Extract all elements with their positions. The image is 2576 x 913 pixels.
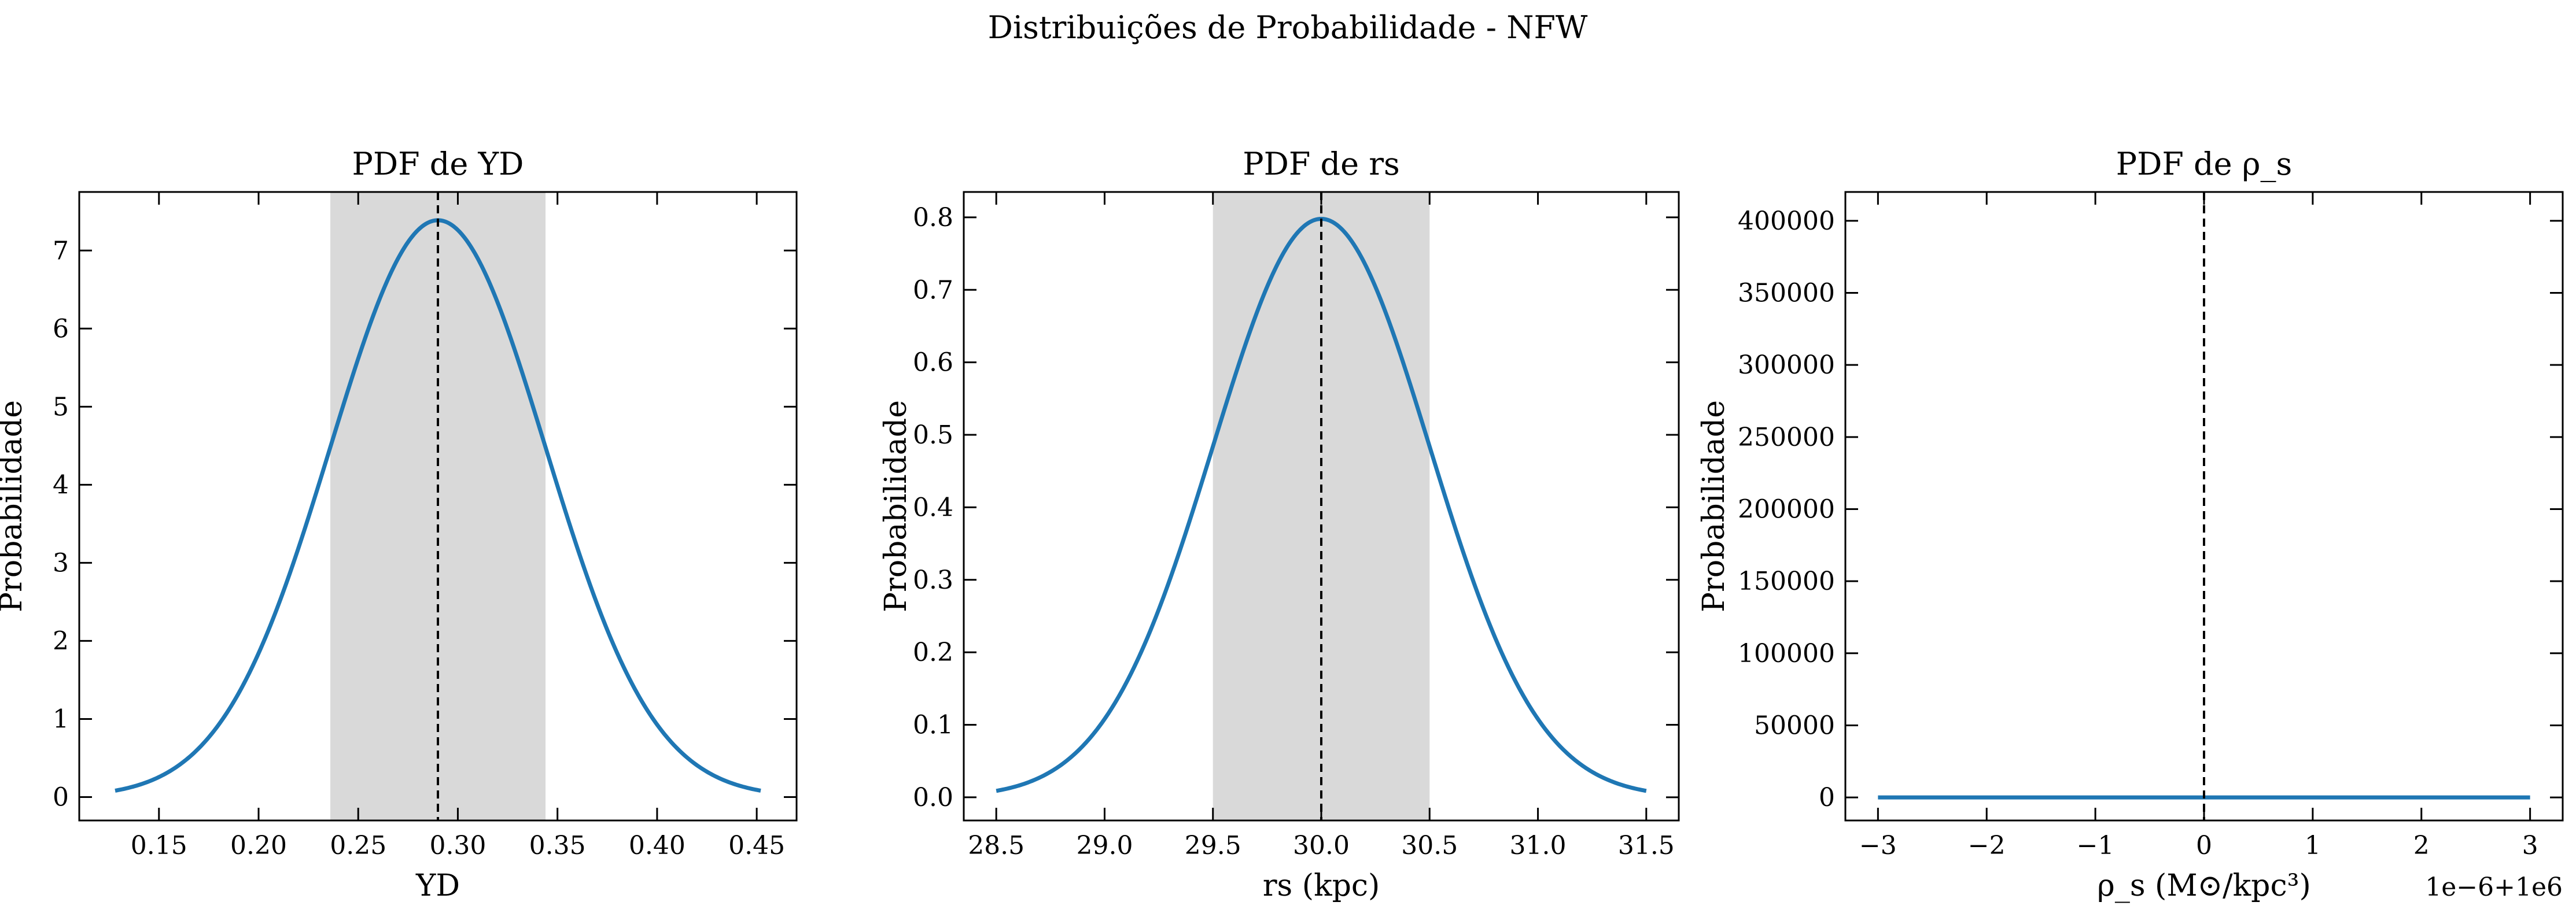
axes-frame <box>78 191 798 822</box>
panels: 0.15 0.20 0.25 0.30 0.35 0.40 0.4501234567PDF … <box>0 146 2564 903</box>
y-tick-label: 5 <box>53 392 69 422</box>
y-tick-label: 0.6 <box>913 348 953 378</box>
x-tick-label: 0 <box>2196 831 2212 860</box>
x-tick-label: 1 <box>2305 831 2321 860</box>
y-tick-label: 0.7 <box>913 275 953 305</box>
x-tick-label: −2 <box>1968 831 2006 860</box>
y-axis-label: Probabilidade <box>1697 400 1731 612</box>
y-tick-label: 0 <box>1819 783 1835 812</box>
x-offset-label: 1e−6+1e6 <box>2425 873 2563 902</box>
y-tick-label: 100000 <box>1738 639 1835 668</box>
y-tick-label: 3 <box>53 548 69 578</box>
y-tick-label: 250000 <box>1738 423 1835 452</box>
x-tick-label: 29.0 <box>1076 831 1133 860</box>
x-tick-label: 0.45 <box>728 831 785 860</box>
y-tick-label: 6 <box>53 314 69 343</box>
figure-title: Distribuições de Probabilidade - NFW <box>988 9 1588 46</box>
x-axis-label: YD <box>415 868 460 903</box>
x-tick-label: 31.0 <box>1510 831 1567 860</box>
x-axis-label: rs (kpc) <box>1263 868 1380 903</box>
x-tick-label: 31.5 <box>1618 831 1675 860</box>
x-tick-label: 0.40 <box>629 831 686 860</box>
x-tick-label: 0.20 <box>230 831 287 860</box>
x-tick-label: 30.5 <box>1401 831 1458 860</box>
y-tick-label: 2 <box>53 626 69 656</box>
subplot-title: PDF de ρ_s <box>2116 146 2292 182</box>
subplot-1: 0.15 0.20 0.25 0.30 0.35 0.40 0.45 0 1 2 3 4 5 6 7 PDF … <box>0 146 798 903</box>
y-axis-label: Probabilidade <box>879 400 913 612</box>
x-tick-label: 28.5 <box>968 831 1024 860</box>
y-tick-label: 0.3 <box>913 565 953 595</box>
x-tick-label: 2 <box>2413 831 2430 860</box>
y-tick-label: 50000 <box>1754 711 1835 740</box>
x-tick-label: 0.15 <box>131 831 187 860</box>
y-tick-label: 300000 <box>1738 350 1835 380</box>
x-tick-label: 0.30 <box>429 831 486 860</box>
y-tick-label: 4 <box>53 470 69 500</box>
y-tick-label: 0 <box>53 782 69 812</box>
y-tick-label: 150000 <box>1738 567 1835 596</box>
y-tick-label: 1 <box>53 704 69 734</box>
x-tick-label: −1 <box>2077 831 2114 860</box>
y-tick-label: 0.4 <box>913 493 953 522</box>
y-tick-label: 7 <box>53 236 69 265</box>
y-tick-label: 200000 <box>1738 494 1835 524</box>
x-tick-label: 3 <box>2522 831 2538 860</box>
x-tick-label: 29.5 <box>1185 831 1241 860</box>
y-tick-label: 350000 <box>1738 279 1835 308</box>
y-axis-label: Probabilidade <box>0 400 29 612</box>
x-tick-label: 30.0 <box>1293 831 1350 860</box>
y-tick-label: 0.8 <box>913 203 953 232</box>
x-tick-label: 0.25 <box>330 831 386 860</box>
x-axis-label: ρ_s (M⊙/kpc³) <box>2097 868 2310 903</box>
y-tick-label: 400000 <box>1738 206 1835 236</box>
subplot-title: PDF de YD <box>352 146 524 182</box>
subplot-2: 28.5 29.0 29.5 30.0 30.5 31.0 31.5 0.0 0.1 0.2 0.3… <box>879 146 1680 903</box>
y-tick-label: 0.5 <box>913 420 953 450</box>
y-tick-label: 0.1 <box>913 711 953 740</box>
x-tick-label: −3 <box>1859 831 1897 860</box>
y-tick-label: 0.2 <box>913 638 953 667</box>
y-tick-label: 0.0 <box>913 783 953 812</box>
subplot-title: PDF de rs <box>1243 146 1399 182</box>
subplot-3: −3 −2 −1 0 1 2 3 0 50000 100000 150000 200000 250000… <box>1697 146 2564 903</box>
x-tick-label: 0.35 <box>529 831 586 860</box>
